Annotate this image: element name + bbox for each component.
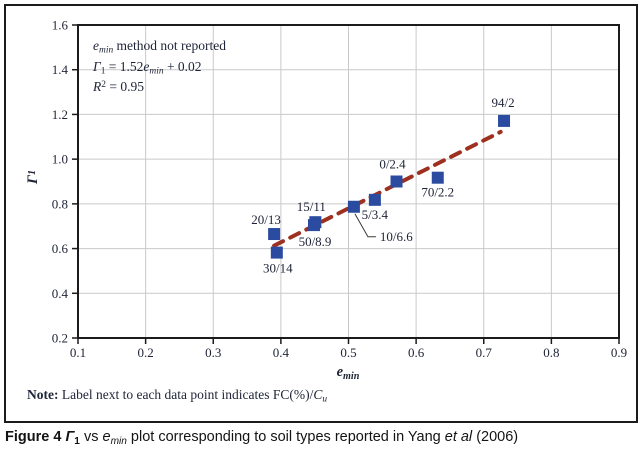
- y-tick-label: 0.6: [52, 241, 69, 256]
- data-point-label: 15/11: [297, 199, 326, 214]
- annotation-line-method: emin method not reported: [93, 38, 227, 56]
- data-point-marker: [268, 228, 281, 241]
- data-point-label: 70/2.2: [421, 185, 454, 200]
- y-tick-label: 1.6: [52, 18, 69, 33]
- data-point-label: 30/14: [263, 261, 293, 276]
- x-tick-label: 0.6: [408, 345, 425, 360]
- data-point-marker: [390, 175, 403, 188]
- x-tick-label: 0.2: [138, 345, 154, 360]
- data-point-label: 94/2: [491, 95, 514, 110]
- y-tick-label: 0.4: [52, 286, 69, 301]
- data-point-label: 5/3.4: [362, 207, 389, 222]
- y-tick-label: 1.4: [52, 62, 69, 77]
- data-point-label: 0/2.4: [379, 157, 406, 172]
- data-point-label: 50/8.9: [299, 234, 332, 249]
- data-point-marker: [270, 246, 283, 259]
- data-point-label: 10/6.6: [380, 229, 413, 244]
- x-tick-label: 0.8: [543, 345, 559, 360]
- x-tick-label: 0.4: [273, 345, 290, 360]
- data-point-marker: [431, 171, 444, 184]
- scatter-plot: 0.1 0.2 0.3 0.4 0.5 0.6 0.7 0.8 0.90.20.40.60.81…: [52, 18, 627, 361]
- figure-note: Note: Label next to each data point indi…: [27, 387, 328, 405]
- data-point-marker: [368, 193, 381, 206]
- figure-frame: [4, 4, 638, 423]
- x-tick-label: 0.3: [205, 345, 221, 360]
- x-axis-label: emin: [336, 364, 360, 382]
- y-tick-label: 0.8: [52, 196, 68, 211]
- annotation-line-rsquared: R2 = 0.95: [93, 79, 144, 94]
- data-point-label: 20/13: [251, 212, 281, 227]
- axis-ticks: 0.1 0.2 0.3 0.4 0.5 0.6 0.7 0.8 0.90.20.40.60.81…: [52, 18, 627, 361]
- data-point-marker: [347, 200, 360, 213]
- annotation-line-equation: Γ1 = 1.52emin + 0.02: [93, 58, 202, 77]
- x-tick-label: 0.1: [70, 345, 86, 360]
- leader-line: [354, 213, 376, 238]
- y-tick-label: 1.2: [52, 107, 68, 122]
- figure-caption: Figure 4 Γ1 vs emin plot corresponding t…: [5, 429, 519, 447]
- data-points: 20/13 30/14 15/11 50/8.9 10/6.6 5/3.4 0/2.4 70/…: [251, 95, 514, 276]
- y-tick-label: 1.0: [52, 152, 68, 167]
- y-tick-label: 0.2: [52, 331, 68, 346]
- x-tick-label: 0.9: [611, 345, 627, 360]
- x-tick-label: 0.7: [476, 345, 493, 360]
- regression-annotation: emin method not reported Γ1 = 1.52emin +…: [93, 36, 226, 98]
- x-tick-label: 0.5: [340, 345, 356, 360]
- data-point-marker: [308, 219, 321, 232]
- data-point-marker: [498, 114, 511, 127]
